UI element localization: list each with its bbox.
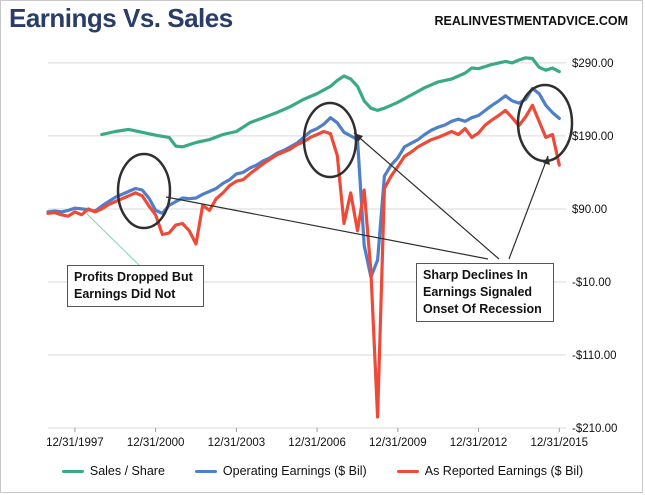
annotation-circle-2000 [116,152,172,230]
legend-label-operating: Operating Earnings ($ Bil) [222,464,367,478]
y-tick-label: -$210.00 [572,423,617,435]
series-layer [46,56,561,419]
callout-profits-dropped: Profits Dropped But Earnings Did Not [67,265,204,307]
legend-swatch-sales [61,469,84,473]
series-line-0 [100,56,561,149]
legend-label-sales: Sales / Share [89,464,165,478]
axis-layer: $290.00 $190.00 $90.00 -$10.00 -$110.00 -$210… [46,58,617,449]
annotation-circle-2015 [516,83,574,163]
chart-title: Earnings Vs. Sales [9,3,233,33]
x-tick-label: 12/31/2009 [369,437,427,449]
annotation-circle-2007 [302,101,358,179]
grid-layer [48,62,566,429]
legend-item-operating: Operating Earnings ($ Bil) [194,461,367,481]
x-tick-label: 12/31/2003 [208,437,266,449]
legend-swatch-reported [396,469,419,473]
x-tick-label: 12/31/2012 [450,437,508,449]
legend-item-sales: Sales / Share [61,461,165,481]
annotation-arrow-center [165,196,489,260]
x-tick-label: 12/31/2000 [127,437,185,449]
y-tick-label: $290.00 [572,58,614,70]
y-tick-label: -$10.00 [572,277,611,289]
arrowhead-2015 [543,156,550,165]
callout-sharp-declines: Sharp Declines In Earnings Signaled Onse… [416,263,554,322]
y-tick-label: $190.00 [572,131,614,143]
legend-item-reported: As Reported Earnings ($ Bil) [396,461,584,481]
y-tick-label: $90.00 [572,204,607,216]
arrowhead-2007 [354,133,363,142]
series-line-2 [46,103,561,419]
x-tick-label: 12/31/1997 [46,437,104,449]
annotation-arrow-2007 [353,132,500,260]
legend-swatch-operating [194,469,217,473]
x-tick-label: 12/31/2006 [288,437,346,449]
annotation-arrow-left [86,213,140,266]
series-line-1 [46,86,561,279]
annotation-arrow-2015 [508,155,549,260]
x-tick-label: 12/31/2015 [530,437,588,449]
y-tick-label: -$110.00 [572,350,617,362]
annotation-layer [86,83,574,266]
legend-label-reported: As Reported Earnings ($ Bil) [424,464,584,478]
legend: Sales / Share Operating Earnings ($ Bil)… [1,461,644,481]
source-watermark: REALINVESTMENTADVICE.COM [434,14,628,28]
